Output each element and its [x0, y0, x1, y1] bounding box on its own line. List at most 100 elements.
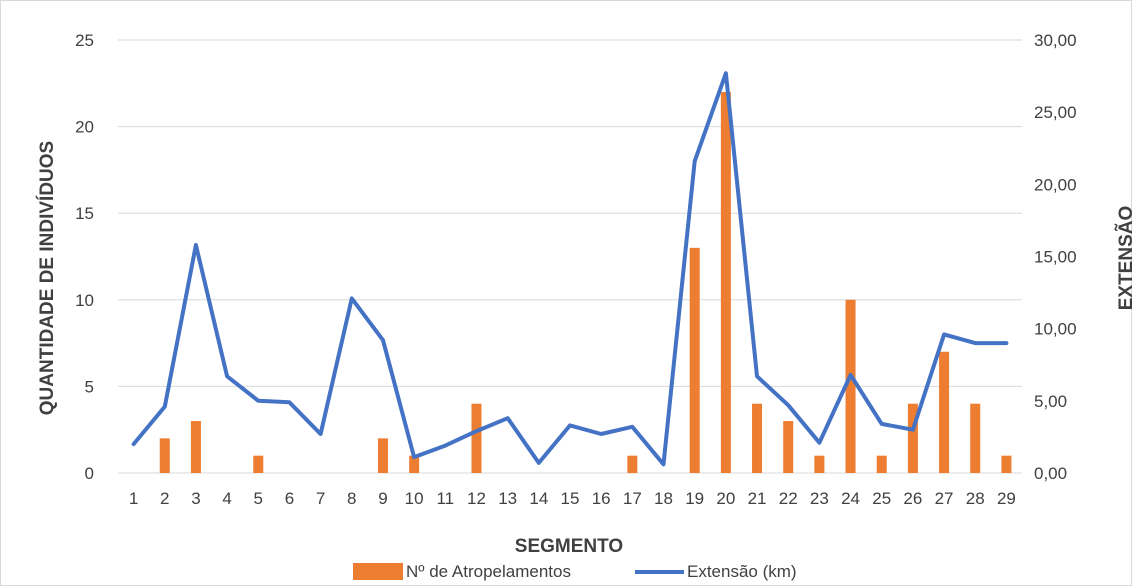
x-tick-label: 26 [903, 489, 922, 508]
right-tick-label: 15,00 [1034, 248, 1077, 267]
right-tick-label: 25,00 [1034, 103, 1077, 122]
left-tick-label: 5 [85, 377, 94, 396]
x-tick-label: 21 [748, 489, 767, 508]
line-point-7 [320, 433, 322, 435]
line-point-27 [943, 333, 945, 335]
right-tick-label: 30,00 [1034, 31, 1077, 50]
extensao-line [131, 71, 1009, 467]
bar-segment-27 [939, 351, 950, 473]
line-point-20 [725, 72, 727, 74]
line-series-extensao [131, 71, 1009, 467]
x-tick-label: 3 [191, 489, 200, 508]
bar-segment-9 [377, 438, 388, 473]
bar-series-atropelamentos [159, 91, 1012, 474]
line-point-3 [195, 244, 197, 246]
line-point-4 [226, 375, 228, 377]
x-tick-label: 2 [160, 489, 169, 508]
line-point-10 [413, 456, 415, 458]
line-point-5 [257, 400, 259, 402]
left-axis-ticks: 0 5 10 15 20 25 [75, 31, 94, 483]
left-tick-label: 25 [75, 31, 94, 50]
line-point-19 [694, 160, 696, 162]
line-point-14 [538, 462, 540, 464]
legend-swatch-bar [353, 563, 403, 580]
x-tick-label: 1 [129, 489, 138, 508]
line-point-15 [569, 424, 571, 426]
bar-segment-25 [876, 455, 887, 473]
bar-segment-10 [409, 455, 420, 473]
line-point-17 [631, 426, 633, 428]
x-axis-ticks: 1 2 3 4 5 6 7 8 9 10 11 12 13 14 15 16 17 18 19 20 21 22 23 24 2… [129, 489, 1016, 508]
x-tick-label: 23 [810, 489, 829, 508]
right-tick-label: 0,00 [1034, 464, 1067, 483]
line-point-16 [600, 433, 602, 435]
line-point-12 [475, 430, 477, 432]
x-tick-label: 10 [405, 489, 424, 508]
line-point-11 [444, 445, 446, 447]
line-point-23 [818, 442, 820, 444]
x-tick-label: 5 [254, 489, 263, 508]
x-tick-label: 20 [716, 489, 735, 508]
line-point-6 [288, 401, 290, 403]
x-tick-label: 18 [654, 489, 673, 508]
bar-segment-3 [190, 421, 201, 473]
left-tick-label: 0 [85, 464, 94, 483]
right-axis-ticks: 0,00 5,00 10,00 15,00 20,00 25,00 30,00 [1034, 31, 1077, 483]
line-point-13 [507, 417, 509, 419]
line-point-21 [756, 375, 758, 377]
right-tick-label: 5,00 [1034, 392, 1067, 411]
x-tick-label: 8 [347, 489, 356, 508]
line-point-1 [133, 443, 135, 445]
bar-segment-2 [159, 438, 170, 473]
line-point-8 [351, 297, 353, 299]
bar-segment-5 [253, 455, 264, 473]
left-tick-label: 10 [75, 291, 94, 310]
bar-segment-24 [845, 299, 856, 473]
x-tick-label: 4 [222, 489, 231, 508]
bar-segment-21 [752, 403, 763, 473]
line-point-18 [663, 463, 665, 465]
line-point-22 [787, 404, 789, 406]
line-point-25 [881, 423, 883, 425]
legend-label-line: Extensão (km) [687, 562, 797, 581]
x-tick-label: 25 [872, 489, 891, 508]
bar-segment-17 [627, 455, 638, 473]
x-tick-label: 12 [467, 489, 486, 508]
x-tick-label: 27 [935, 489, 954, 508]
bar-segment-23 [814, 455, 825, 473]
right-axis-title: EXTENSÃO [1115, 206, 1132, 311]
x-tick-label: 22 [779, 489, 798, 508]
bar-segment-20 [720, 91, 731, 474]
line-point-2 [164, 406, 166, 408]
x-axis-title: SEGMENTO [515, 536, 623, 557]
x-tick-label: 15 [561, 489, 580, 508]
gridlines [118, 39, 1022, 474]
left-axis-title: QUANTIDADE DE INDIVÍDUOS [36, 141, 58, 415]
right-tick-label: 10,00 [1034, 320, 1077, 339]
x-tick-label: 19 [685, 489, 704, 508]
line-point-26 [912, 429, 914, 431]
bar-segment-26 [907, 403, 918, 473]
x-tick-label: 28 [966, 489, 985, 508]
legend: Nº de Atropelamentos Extensão (km) [353, 562, 797, 581]
x-tick-label: 29 [997, 489, 1016, 508]
x-tick-label: 7 [316, 489, 325, 508]
x-tick-label: 17 [623, 489, 642, 508]
x-tick-label: 24 [841, 489, 860, 508]
x-tick-label: 11 [436, 489, 454, 508]
legend-label-bar: Nº de Atropelamentos [406, 562, 571, 581]
line-point-28 [974, 342, 976, 344]
right-tick-label: 20,00 [1034, 175, 1077, 194]
bar-segment-29 [1001, 455, 1012, 473]
x-tick-label: 9 [378, 489, 387, 508]
line-point-24 [850, 374, 852, 376]
x-tick-label: 13 [498, 489, 517, 508]
bar-segment-22 [783, 421, 794, 473]
bar-segment-12 [471, 403, 482, 473]
left-tick-label: 20 [75, 118, 94, 137]
line-point-29 [1005, 342, 1007, 344]
x-tick-label: 6 [285, 489, 294, 508]
bar-segment-28 [970, 403, 981, 473]
x-tick-label: 16 [592, 489, 611, 508]
